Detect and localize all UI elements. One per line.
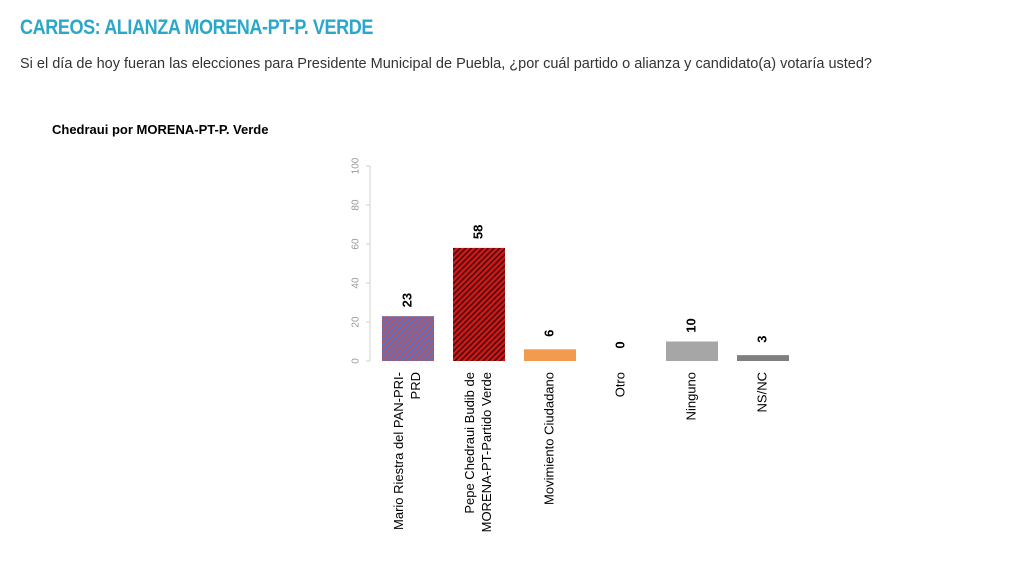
y-tick-label: 80: [351, 199, 362, 211]
y-tick-label: 100: [351, 157, 362, 174]
bar: [453, 247, 505, 361]
y-tick-label: 0: [351, 358, 362, 364]
bar: [737, 355, 789, 361]
data-label: 0: [612, 341, 627, 348]
data-label: 58: [470, 225, 485, 239]
category-label: NS/NC: [754, 372, 769, 412]
data-label: 10: [683, 318, 698, 332]
category-label: Otro: [612, 372, 627, 397]
category-label: Mario Riestra del PAN-PRI-: [391, 372, 406, 530]
y-tick-label: 40: [351, 277, 362, 289]
survey-question: Si el día de hoy fueran las elecciones p…: [20, 56, 872, 72]
bar: [666, 341, 718, 361]
category-label: PRD: [408, 372, 423, 399]
y-tick-label: 60: [351, 238, 362, 250]
category-label: Movimiento Ciudadano: [541, 372, 556, 505]
data-label: 6: [541, 330, 556, 337]
data-label: 23: [399, 293, 414, 307]
bar: [382, 316, 434, 361]
category-label: MORENA-PT-Partido Verde: [479, 372, 494, 532]
slide-title: CAREOS: ALIANZA MORENA-PT-P. VERDE: [20, 16, 373, 39]
category-label: Pepe Chedraui Budib de: [462, 372, 477, 514]
chart-title: Chedraui por MORENA-PT-P. Verde: [52, 122, 269, 137]
y-tick-label: 20: [351, 316, 362, 328]
bar: [524, 349, 576, 361]
data-label: 3: [754, 336, 769, 343]
category-label: Ninguno: [683, 372, 698, 420]
